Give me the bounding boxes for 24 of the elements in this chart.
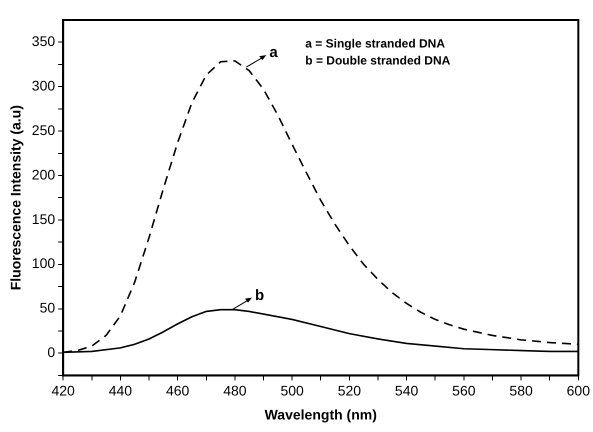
x-tick-label: 420 [51,382,76,399]
y-tick-label: 200 [32,166,56,182]
y-tick-label: 0 [47,344,56,360]
x-tick-label: 520 [338,382,362,399]
y-tick-label: 50 [40,300,56,316]
y-axis-title: Fluorescence Intensity (a.u) [7,105,24,290]
x-tick-label: 480 [223,382,247,399]
x-tick-label: 580 [509,382,533,399]
y-tick-label: 150 [32,210,56,227]
annotation: b [255,286,264,304]
x-tick-label: 460 [166,382,190,399]
y-tick-label: 100 [32,255,56,272]
x-tick-label: 500 [280,382,304,399]
annotation: a = Single stranded DNA [305,36,446,50]
annotation: b = Double stranded DNA [305,53,451,68]
annotation: a [269,44,278,62]
x-tick-label: 440 [108,382,132,399]
x-tick-label: 600 [566,382,590,399]
x-tick-label: 560 [452,382,476,399]
x-axis-title: Wavelength (nm) [264,406,377,422]
x-tick-label: 540 [394,382,418,399]
y-tick-label: 250 [32,122,56,138]
y-tick-label: 350 [32,33,56,50]
y-tick-label: 300 [32,77,56,94]
